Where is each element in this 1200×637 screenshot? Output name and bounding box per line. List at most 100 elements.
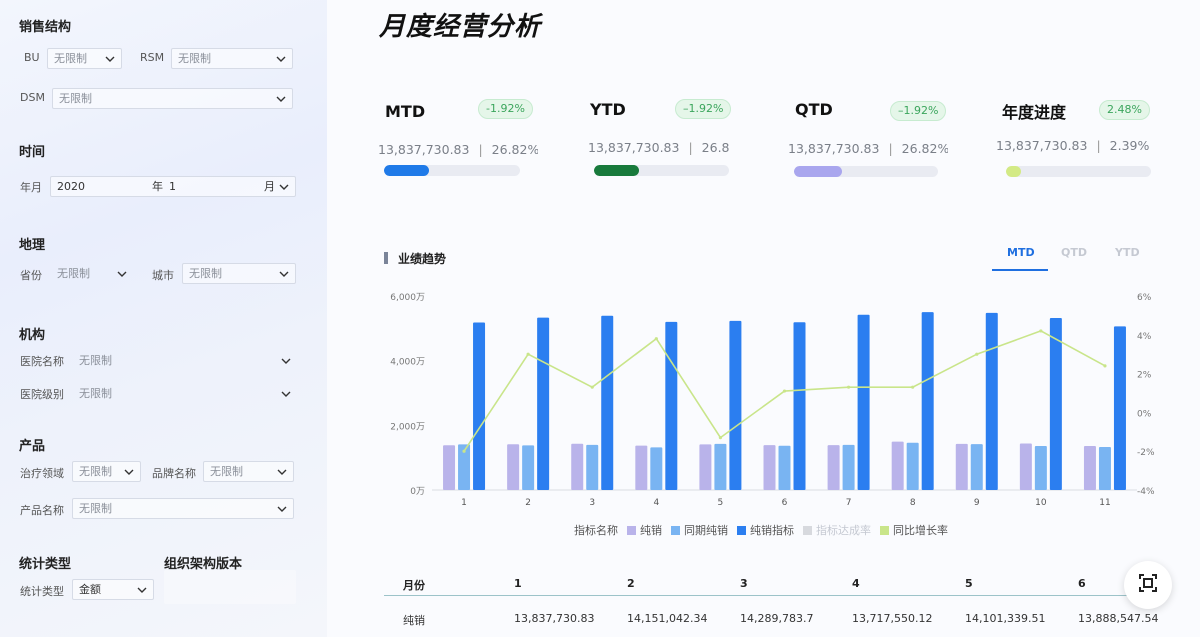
chevron-down-icon xyxy=(136,584,148,596)
bar-1 xyxy=(507,444,520,490)
stat-type-select-value: 金额 xyxy=(79,583,101,596)
chevron-down-icon xyxy=(278,181,290,193)
province-select-value: 无限制 xyxy=(57,267,90,280)
bu-label: BU xyxy=(24,51,40,64)
legend-item-prior-sales[interactable]: 同期纯销 xyxy=(671,522,728,538)
kpi-mtd-pct: 26.82% xyxy=(491,142,538,157)
city-select[interactable]: 无限制 xyxy=(182,263,296,284)
x-tick-label: 4 xyxy=(653,498,659,508)
legend-swatch xyxy=(803,525,812,535)
section-geo: 地理 xyxy=(19,238,46,253)
rsm-select-value: 无限制 xyxy=(178,52,211,65)
yoy-growth-point xyxy=(526,352,530,356)
brand-select[interactable]: 无限制 xyxy=(203,461,294,482)
bar-3 xyxy=(601,315,614,490)
y-left-tick-label: 2,000万 xyxy=(390,422,425,432)
x-tick-label: 2 xyxy=(525,498,531,508)
legend-swatch xyxy=(880,525,889,535)
kpi-qtd-pct: 26.82% xyxy=(901,141,948,156)
dsm-select-value: 无限制 xyxy=(59,92,92,105)
bar-2 xyxy=(1098,446,1111,490)
chevron-down-icon xyxy=(278,268,290,280)
legend-item-sales-target[interactable]: 纯销指标 xyxy=(737,522,794,538)
table-header-row: 月份 1 2 3 4 5 6 xyxy=(384,572,1144,596)
year-value: 2020 xyxy=(57,180,85,193)
chevron-down-icon xyxy=(104,53,116,65)
legend-swatch xyxy=(671,525,680,535)
kpi-annual-name: 年度进度 xyxy=(1002,103,1067,122)
kpi-ytd-progress-fill xyxy=(594,165,639,176)
city-label: 城市 xyxy=(152,269,174,282)
bar-1 xyxy=(635,445,648,490)
filter-sidebar: 销售结构 BU 无限制 RSM 无限制 DSM 无限制 时间 年月 2020 年… xyxy=(0,0,327,637)
bar-1 xyxy=(827,445,840,490)
screenshot-icon xyxy=(1138,573,1158,597)
bar-3 xyxy=(1049,317,1062,490)
chevron-down-icon xyxy=(116,268,128,280)
hospital-level-label: 医院级别 xyxy=(20,388,64,401)
province-label: 省份 xyxy=(20,269,42,282)
kpi-mtd-value: 13,837,730.83 xyxy=(378,142,470,157)
yoy-growth-point xyxy=(1103,364,1107,368)
therapy-label: 治疗领域 xyxy=(20,467,64,480)
rsm-select[interactable]: 无限制 xyxy=(171,48,293,69)
y-left-tick-label: 4,000万 xyxy=(390,358,425,368)
legend-swatch xyxy=(627,525,636,535)
legend-item-yoy-growth[interactable]: 同比增长率 xyxy=(880,522,948,538)
kpi-ytd-progress xyxy=(594,165,729,176)
y-right-tick-label: -4% xyxy=(1137,487,1155,497)
yoy-growth-point xyxy=(590,385,594,389)
kpi-qtd-name: QTD xyxy=(795,100,833,119)
kpi-ytd-values: 13,837,730.83|26.82 xyxy=(588,140,730,155)
legend-item-sales[interactable]: 纯销 xyxy=(627,522,662,538)
chevron-down-icon xyxy=(276,466,288,478)
y-right-tick-label: 6% xyxy=(1137,293,1152,303)
table-cell: 14,101,339.51 xyxy=(965,612,1046,625)
year-month-label: 年月 xyxy=(20,181,42,194)
hospital-level-select-value: 无限制 xyxy=(79,387,112,400)
tab-qtd[interactable]: QTD xyxy=(1061,246,1087,259)
hospital-level-select[interactable]: 无限制 xyxy=(72,383,298,404)
x-tick-label: 1 xyxy=(461,498,467,508)
table-header: 1 xyxy=(514,577,522,590)
stat-type-label: 统计类型 xyxy=(20,585,64,598)
tab-mtd[interactable]: MTD xyxy=(1007,246,1035,259)
product-name-select[interactable]: 无限制 xyxy=(72,498,294,519)
bar-1 xyxy=(955,443,968,490)
table-header: 6 xyxy=(1078,577,1086,590)
year-unit: 年 xyxy=(152,180,163,193)
table-header: 2 xyxy=(627,577,635,590)
dsm-select[interactable]: 无限制 xyxy=(52,88,293,109)
kpi-annual-value: 13,837,730.83 xyxy=(996,138,1088,153)
org-version-select[interactable] xyxy=(164,570,296,604)
bar-3 xyxy=(857,314,870,490)
therapy-select-value: 无限制 xyxy=(79,465,112,478)
y-right-tick-label: 4% xyxy=(1137,332,1152,342)
therapy-select[interactable]: 无限制 xyxy=(72,461,141,482)
bar-3 xyxy=(793,322,806,490)
dsm-label: DSM xyxy=(20,91,45,104)
table-header: 4 xyxy=(852,577,860,590)
screenshot-button[interactable] xyxy=(1124,561,1172,609)
legend-title: 指标名称 xyxy=(574,524,618,537)
tab-ytd[interactable]: YTD xyxy=(1115,246,1140,259)
yoy-growth-point xyxy=(975,352,979,356)
kpi-qtd-value: 13,837,730.83 xyxy=(788,141,880,156)
year-month-picker[interactable]: 2020 年 1 月 xyxy=(50,176,296,197)
legend-item-achievement-rate[interactable]: 指标达成率 xyxy=(803,522,871,538)
y-right-tick-label: -2% xyxy=(1137,448,1155,458)
hospital-name-select-value: 无限制 xyxy=(79,354,112,367)
section-sales-structure: 销售结构 xyxy=(19,20,72,35)
x-tick-label: 9 xyxy=(974,498,980,508)
table-cell: 13,888,547.54 xyxy=(1078,612,1159,625)
province-select[interactable]: 无限制 xyxy=(50,263,134,284)
bar-1 xyxy=(443,445,456,490)
y-right-tick-label: 0% xyxy=(1137,409,1152,419)
hospital-name-select[interactable]: 无限制 xyxy=(72,350,298,371)
performance-trend-chart: 0万 2,000万 4,000万 6,000万 -4% -2% 0% 2% 4% 6% 1 2 3 4 5 6… xyxy=(390,293,1155,508)
x-tick-label: 8 xyxy=(910,498,916,508)
bar-3 xyxy=(665,321,678,490)
chevron-down-icon xyxy=(276,503,288,515)
bu-select[interactable]: 无限制 xyxy=(47,48,122,69)
stat-type-select[interactable]: 金额 xyxy=(72,579,154,600)
